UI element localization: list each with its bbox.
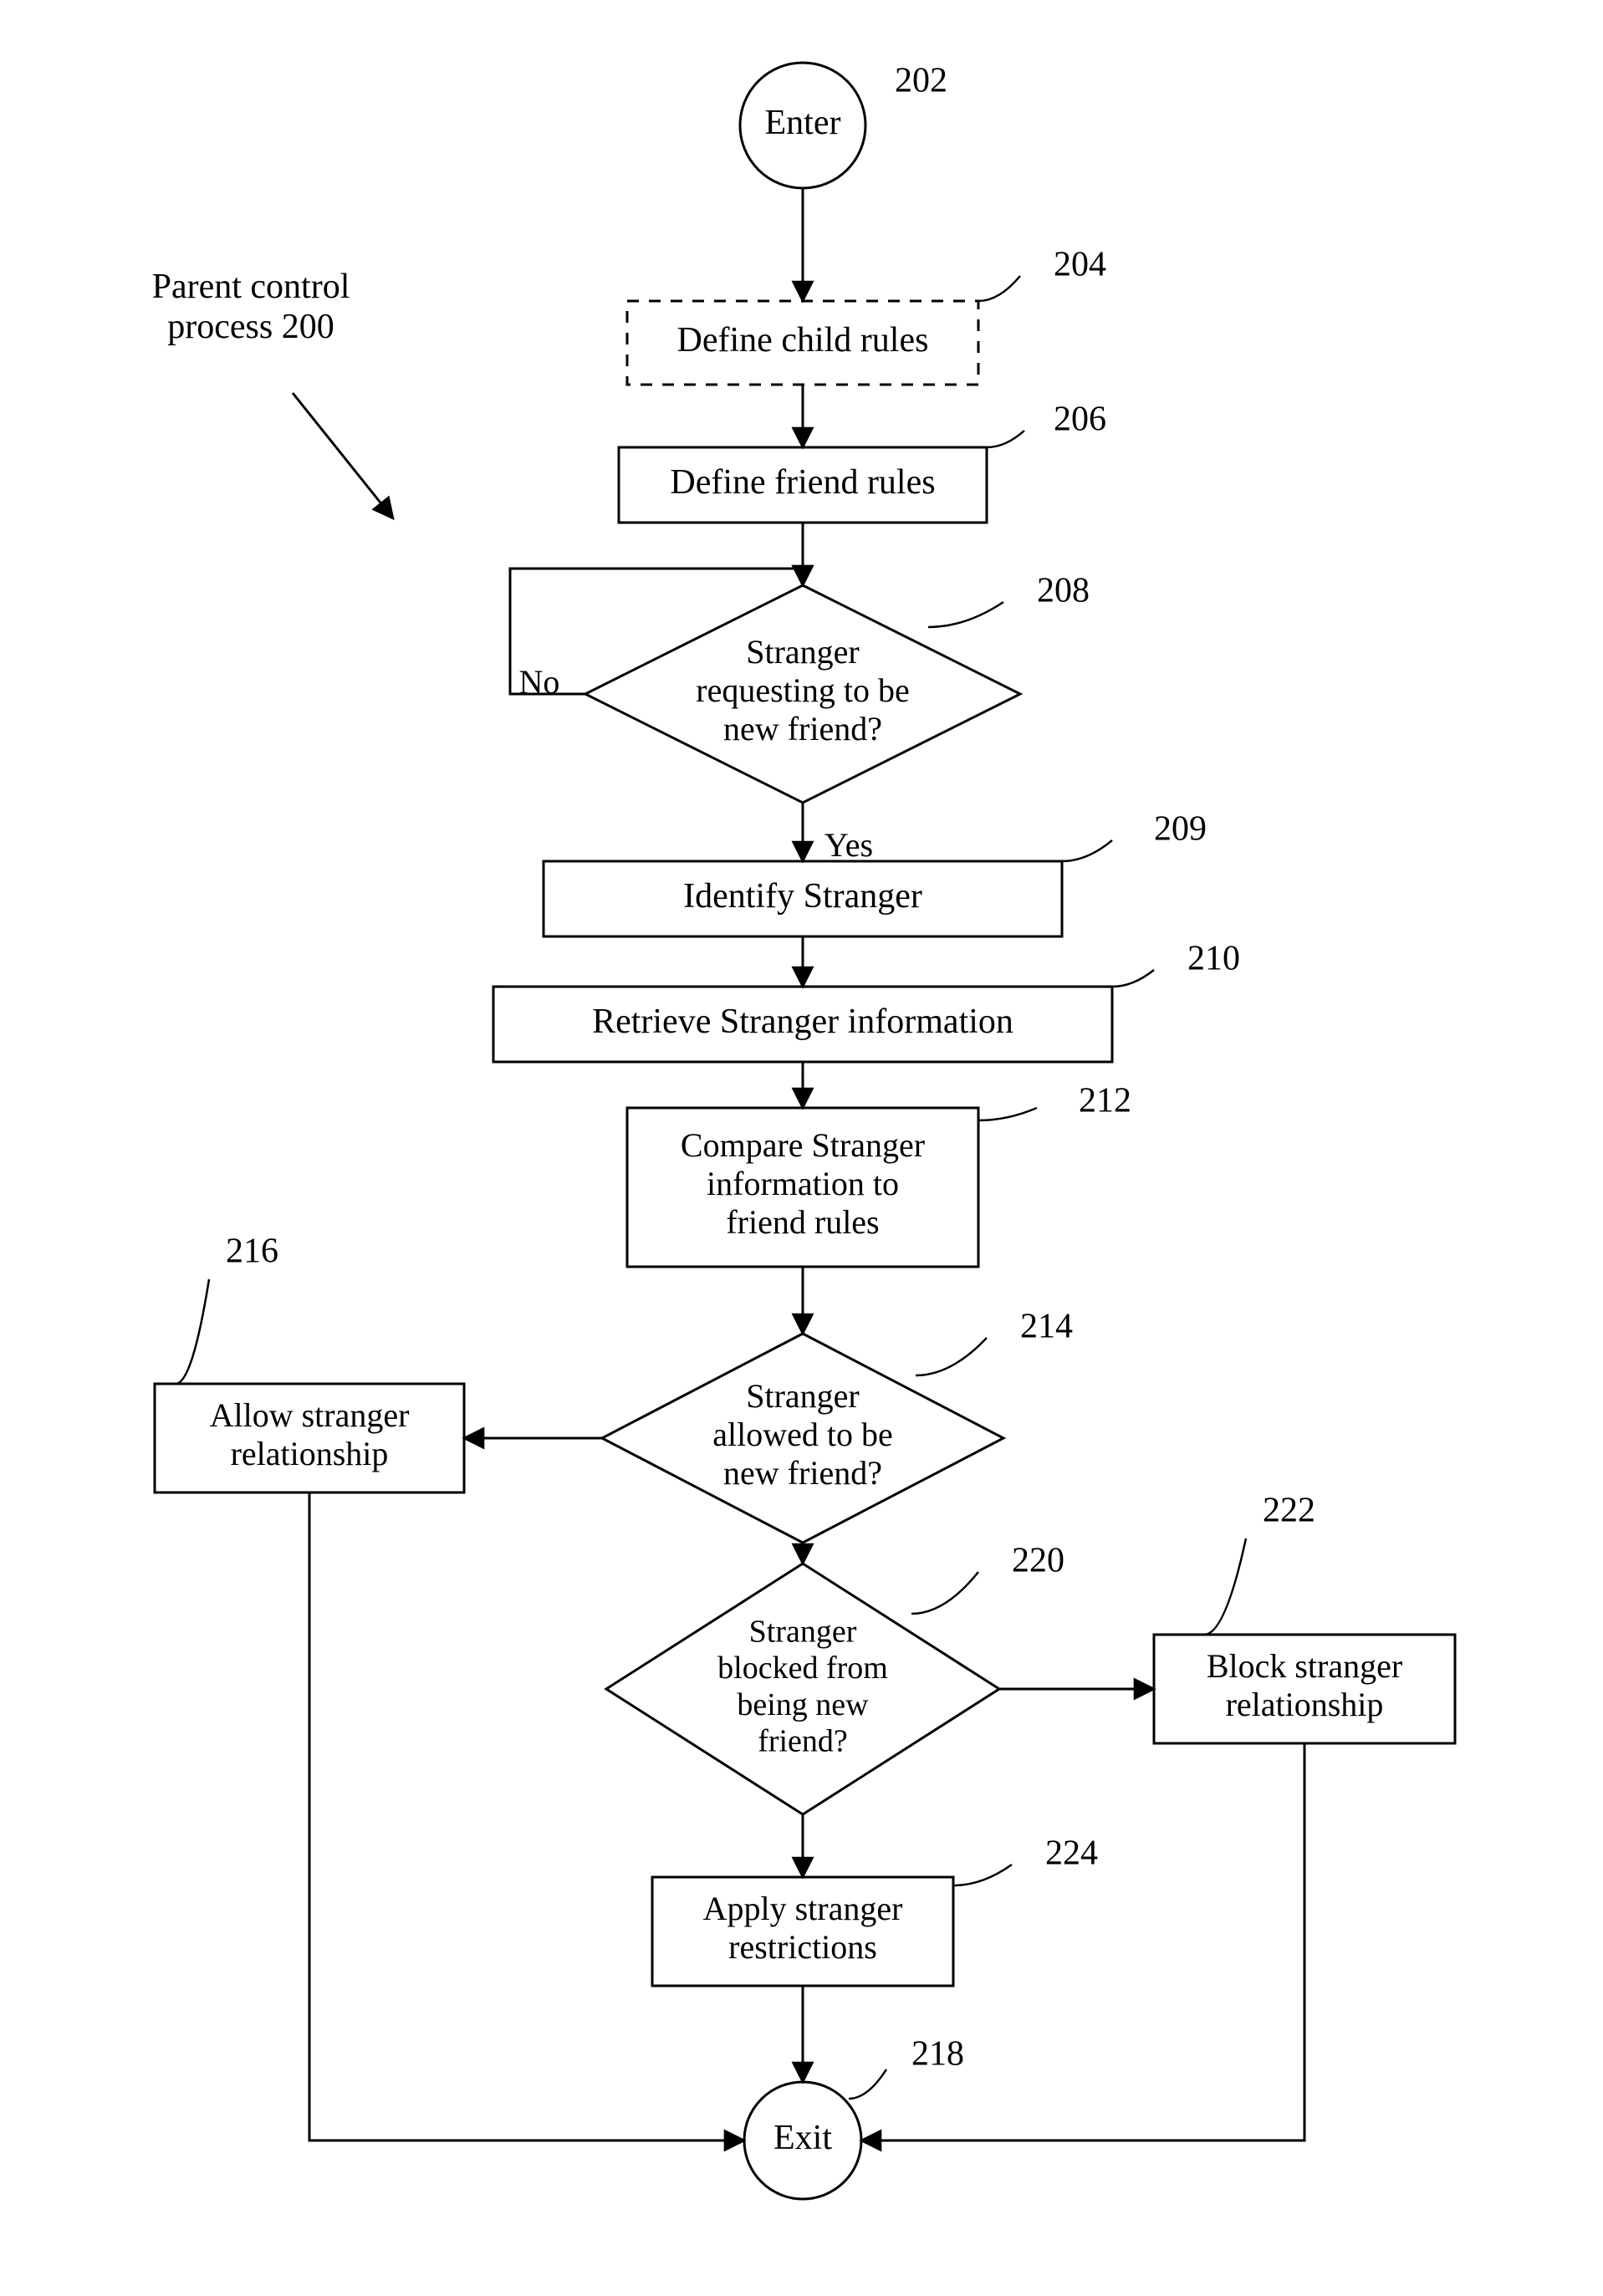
- node-text-n216: Allow strangerrelationship: [210, 1396, 410, 1472]
- ref-204: 204: [1054, 246, 1106, 284]
- node-text-n204: Define child rules: [677, 321, 929, 360]
- ref-210: 210: [1187, 940, 1240, 978]
- node-text-n209: Identify Stranger: [683, 877, 922, 916]
- ref-leader-220: [911, 1572, 978, 1614]
- node-text-n224: Apply strangerrestrictions: [703, 1890, 903, 1966]
- ref-leader-224: [953, 1865, 1012, 1885]
- ref-220: 220: [1012, 1542, 1064, 1580]
- flowchart-diagram: Enter 202 Define child rules 204 Define frie…: [0, 0, 1603, 2296]
- ref-208: 208: [1037, 572, 1090, 610]
- ref-202: 202: [895, 62, 947, 100]
- title-arrow: [293, 393, 393, 518]
- node-text-n222: Block strangerrelationship: [1207, 1647, 1402, 1723]
- ref-206: 206: [1054, 401, 1106, 439]
- ref-218: 218: [911, 2035, 964, 2074]
- ref-222: 222: [1263, 1492, 1315, 1530]
- node-text-n206: Define friend rules: [670, 463, 935, 502]
- ref-leader-210: [1112, 970, 1154, 987]
- ref-leader-206: [987, 431, 1024, 447]
- diagram-title: Parent controlprocess 200: [152, 267, 350, 345]
- edge-label-3: Yes: [824, 826, 873, 864]
- node-text-enter: Enter: [765, 104, 841, 142]
- ref-209: 209: [1154, 810, 1207, 849]
- ref-leader-222: [1204, 1538, 1246, 1635]
- ref-224: 224: [1045, 1834, 1098, 1873]
- ref-214: 214: [1020, 1308, 1073, 1346]
- ref-216: 216: [226, 1232, 278, 1271]
- edge-label-4: No: [519, 663, 560, 701]
- ref-leader-218: [849, 2069, 886, 2099]
- edge-n216-exit-13: [309, 1492, 744, 2140]
- ref-leader-212: [978, 1108, 1037, 1120]
- ref-leader-214: [916, 1338, 987, 1375]
- ref-leader-216: [176, 1279, 209, 1384]
- ref-leader-208: [928, 602, 1003, 627]
- ref-leader-209: [1062, 840, 1112, 861]
- node-text-exit: Exit: [773, 2119, 832, 2157]
- ref-leader-204: [978, 276, 1020, 301]
- ref-212: 212: [1079, 1082, 1131, 1120]
- node-text-n210: Retrieve Stranger information: [592, 1003, 1013, 1041]
